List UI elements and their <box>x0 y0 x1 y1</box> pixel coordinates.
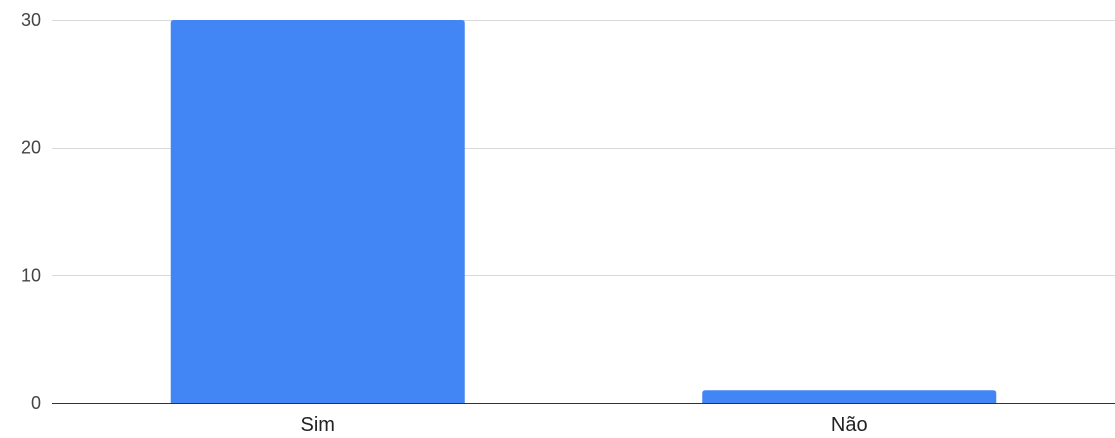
bar-sim <box>170 20 465 403</box>
y-tick-label: 10 <box>21 265 41 285</box>
x-category-label: Sim <box>301 414 335 436</box>
bar-layer <box>170 20 997 403</box>
y-tick-label: 20 <box>21 138 41 158</box>
y-tick-label: 0 <box>31 393 41 413</box>
axis-layer: 0 10 20 30 Sim Não <box>21 10 1115 436</box>
y-tick-label: 30 <box>21 10 41 30</box>
x-category-label: Não <box>831 414 868 436</box>
bar-não <box>702 390 997 403</box>
